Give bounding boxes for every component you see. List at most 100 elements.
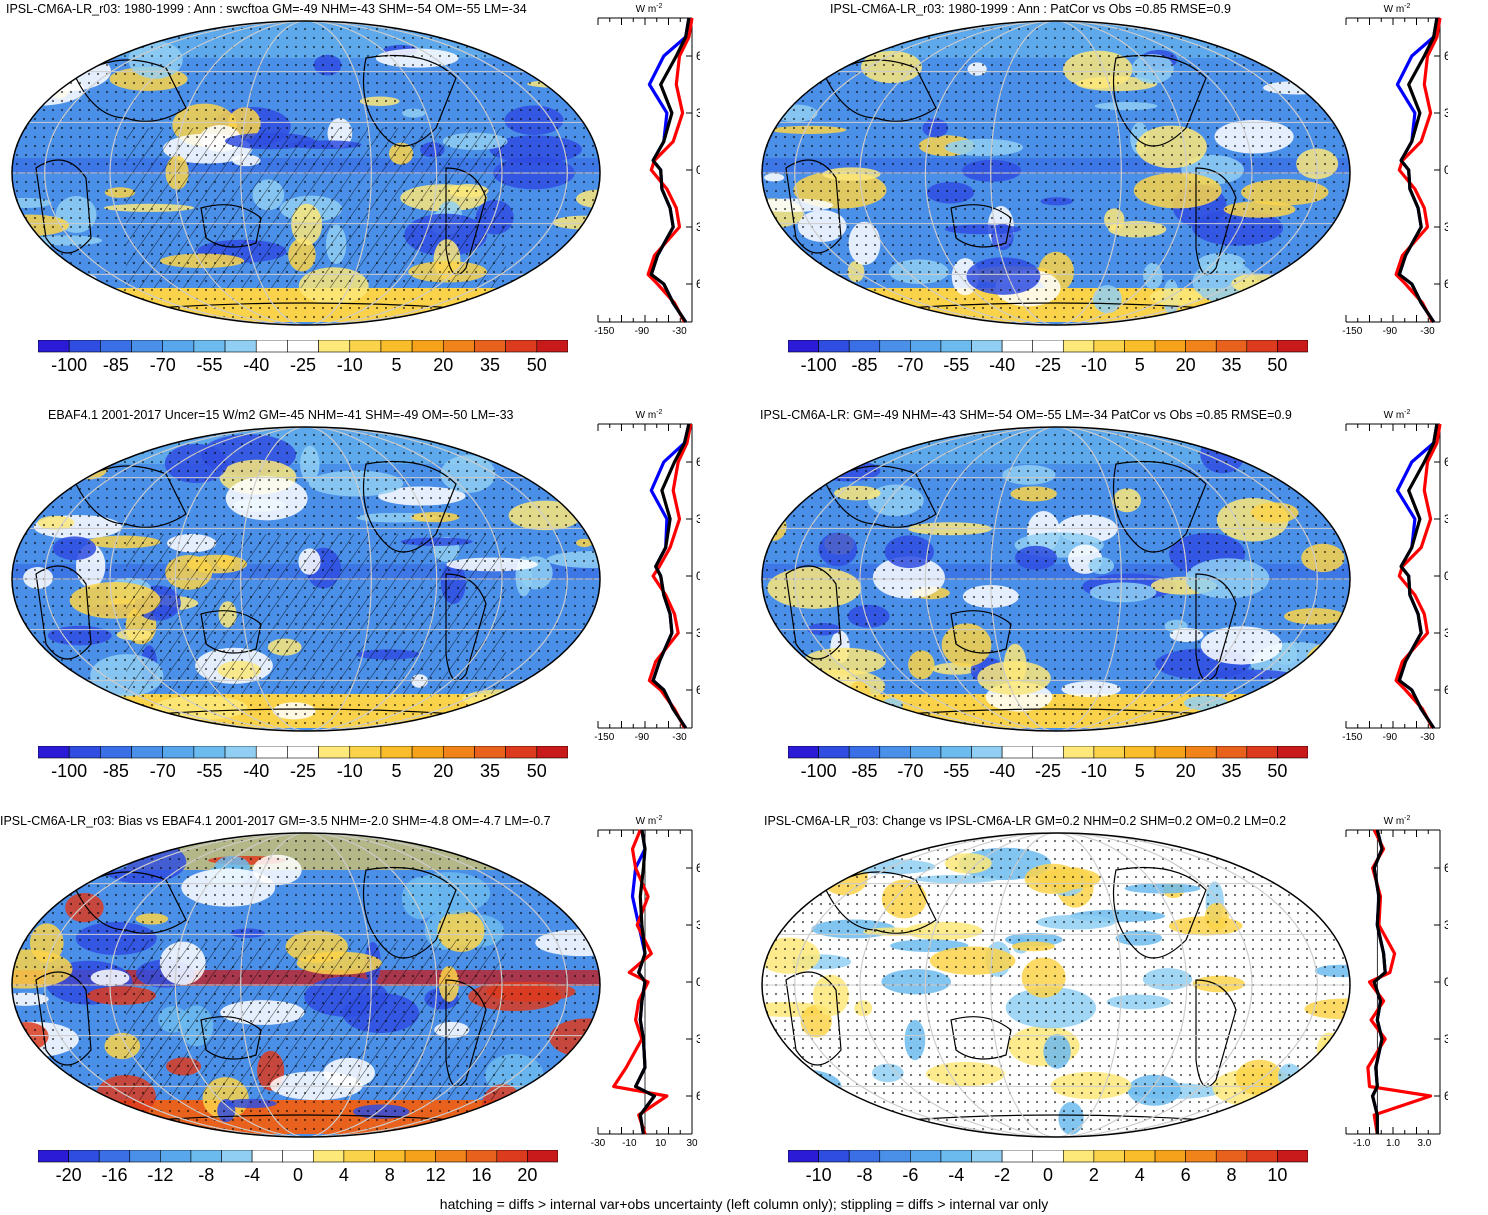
colorbar-swatch: [287, 340, 319, 353]
field-blob: [22, 846, 53, 890]
colorbar-tick-label: 50: [526, 761, 547, 781]
colorbar-swatch: [1246, 340, 1278, 353]
panel-title: IPSL-CM6A-LR_r03: 1980-1999 : Ann : PatC…: [830, 2, 1231, 16]
colorbar-swatch: [1062, 1150, 1095, 1163]
y-tick-label: 0: [1444, 163, 1448, 177]
colorbar-tick-label: -55: [196, 761, 223, 781]
colorbar-swatch: [193, 746, 226, 759]
colorbar-tick-label: -10: [805, 1165, 832, 1185]
unit-label: W m-2: [636, 815, 663, 827]
colorbar-tick-label: -10: [1080, 355, 1107, 375]
colorbar-swatch: [349, 340, 382, 353]
zonal-mean-plot: W m-2 -150 -90 -30 60N 30N 0 30S 60S: [594, 3, 700, 335]
x-tick-label: -30: [1420, 326, 1435, 335]
colorbar-swatch: [1001, 746, 1034, 759]
meridian-line: [174, 833, 438, 1137]
colorbar-swatch: [1062, 746, 1095, 759]
colorbar-tick-label: -55: [196, 355, 223, 375]
colorbar-tick-label: -85: [851, 761, 878, 781]
colorbar-swatch: [349, 746, 382, 759]
colorbar-tick-label: -4: [244, 1165, 261, 1185]
colorbar-tick-label: 20: [517, 1165, 538, 1185]
colorbar-swatch: [971, 340, 1003, 353]
colorbar-swatch: [1001, 340, 1034, 353]
y-tick-label: 30N: [1444, 512, 1448, 526]
colorbar-swatch: [848, 1150, 881, 1163]
colorbar-swatch: [971, 1150, 1003, 1163]
colorbar-swatch: [1185, 340, 1217, 353]
colorbar-swatch: [1032, 1150, 1064, 1163]
colorbar-swatch: [536, 340, 568, 353]
colorbar-swatch: [879, 340, 911, 353]
colorbar-tick-label: -40: [989, 355, 1016, 375]
colorbar-swatch: [282, 1150, 314, 1163]
colorbar-swatch: [910, 340, 942, 353]
colorbar-tick-label: -100: [800, 355, 837, 375]
y-tick-label: 60S: [1444, 683, 1448, 697]
field-blob: [519, 36, 594, 65]
colorbar-swatch: [1185, 746, 1217, 759]
x-tick-label: -150: [594, 732, 614, 741]
x-tick-label: 1.0: [1386, 1138, 1400, 1147]
colorbar-swatch: [1032, 340, 1064, 353]
colorbar-swatch: [318, 746, 351, 759]
field-blob: [762, 687, 828, 721]
footnote: hatching = diffs > internal var+obs unce…: [439, 1196, 1049, 1212]
colorbar-swatch: [255, 746, 288, 759]
field-blob: [17, 699, 46, 715]
colorbar-tick-label: -12: [147, 1165, 174, 1185]
colorbar-swatch: [910, 746, 942, 759]
colorbar-swatch: [474, 340, 506, 353]
colorbar-swatch: [1124, 340, 1156, 353]
model-zonal-line: [634, 829, 656, 1135]
field-blob: [59, 1101, 135, 1137]
x-tick-label: -30: [672, 732, 687, 741]
y-tick-label: 0: [696, 975, 700, 989]
unit-label: W m-2: [1384, 815, 1411, 827]
colorbar-tick-label: 2: [1088, 1165, 1099, 1185]
colorbar-swatch: [1215, 340, 1248, 353]
zonal-mean-plot: W m-2 -150 -90 -30 60N 30N 0 30S 60S: [594, 409, 700, 741]
colorbar-swatch: [442, 746, 475, 759]
colorbar-swatch: [1246, 1150, 1278, 1163]
colorbar-swatch: [131, 340, 164, 353]
colorbar-tick-label: -16: [101, 1165, 128, 1185]
colorbar-tick-label: -2: [994, 1165, 1011, 1185]
colorbar-swatch: [129, 1150, 161, 1163]
colorbar-tick-label: 5: [1134, 355, 1145, 375]
panel-title: IPSL-CM6A-LR_r03: Change vs IPSL-CM6A-LR…: [764, 814, 1287, 828]
field-blob: [48, 863, 87, 876]
meridian-line: [44, 833, 568, 1137]
x-tick-label: -150: [1342, 326, 1362, 335]
colorbar-swatch: [910, 1150, 942, 1163]
colorbar-tick-label: 20: [1175, 761, 1196, 781]
meridian-line: [990, 427, 1122, 731]
meridian-line: [44, 427, 568, 731]
unit-label: W m-2: [636, 3, 663, 15]
y-tick-label: 30S: [696, 220, 700, 234]
y-tick-label: 0: [696, 569, 700, 583]
colorbar-tick-label: -70: [897, 355, 924, 375]
y-tick-label: 60N: [696, 49, 700, 63]
colorbar-tick-label: -25: [289, 355, 317, 375]
colorbar-tick-label: 20: [1175, 355, 1196, 375]
colorbar-tick-label: -10: [1080, 761, 1107, 781]
map-border: [11, 832, 601, 1138]
y-tick-label: 30N: [696, 918, 700, 932]
model-zonal-line: [649, 17, 691, 323]
x-tick-label: -30: [1420, 732, 1435, 741]
field-blob: [762, 470, 823, 485]
colorbar-swatch: [404, 1150, 436, 1163]
colorbar: [38, 1150, 558, 1163]
colorbar-swatch: [160, 1150, 192, 1163]
colorbar-swatch: [1154, 746, 1186, 759]
colorbar-swatch: [940, 1150, 972, 1163]
field-blob: [12, 686, 43, 726]
field-blob: [508, 275, 560, 313]
colorbar-tick-label: -55: [943, 761, 970, 781]
colorbar-tick-label: 8: [384, 1165, 395, 1185]
zonal-mean-plot: W m-2 -30 -10 10 30 60N 30N 0 30S 60S: [591, 815, 700, 1147]
obs-zonal-line: [1394, 17, 1442, 323]
colorbar-tick-label: 12: [425, 1165, 446, 1185]
y-tick-label: 60N: [696, 861, 700, 875]
